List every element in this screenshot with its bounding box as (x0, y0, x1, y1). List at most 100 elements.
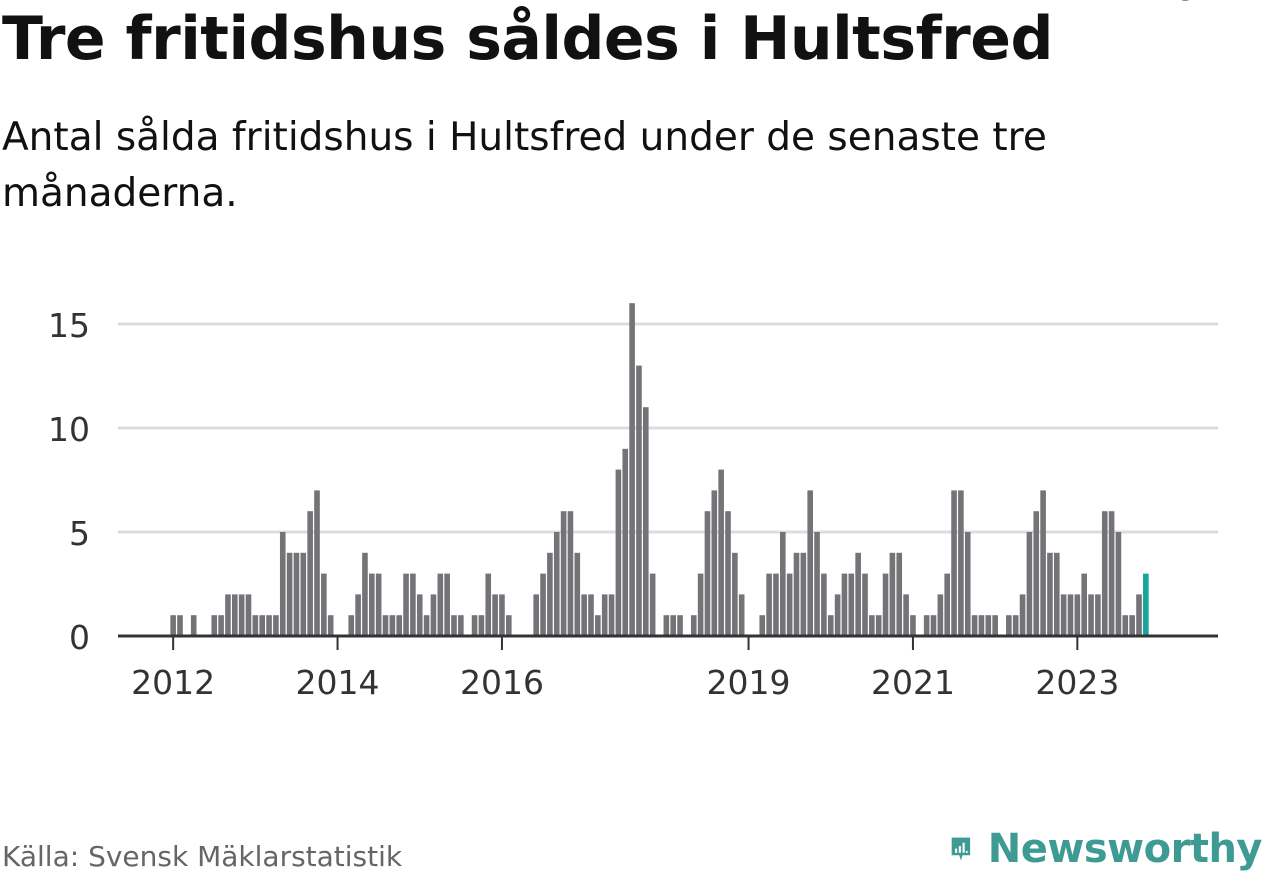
bar (279, 532, 286, 636)
bar (451, 615, 457, 636)
bar (773, 573, 779, 636)
x-tick-label: 2012 (131, 663, 215, 702)
newsworthy-icon (951, 837, 971, 861)
bar (362, 552, 368, 636)
bar (238, 594, 245, 636)
bar-chart: 2012 2014 2016 2019 2021 2023 0 5 10 15 3 (48, 0, 1218, 702)
bar (259, 615, 265, 636)
bar (930, 615, 937, 636)
bar (286, 552, 293, 636)
bar (985, 615, 992, 636)
bar (903, 594, 909, 636)
bar (882, 573, 889, 636)
bars (170, 303, 1149, 636)
bar (273, 615, 279, 636)
bar (1129, 615, 1135, 636)
bar (369, 573, 375, 636)
bar (869, 615, 875, 636)
bar (416, 594, 423, 636)
bar (492, 594, 498, 636)
bar (841, 573, 848, 636)
bar (937, 594, 944, 636)
bar-highlight (1143, 573, 1149, 636)
bar (1026, 532, 1033, 636)
bar (321, 573, 327, 636)
x-tick-label: 2016 (460, 663, 544, 702)
bar (581, 594, 587, 636)
bar (1115, 532, 1122, 636)
bar (1012, 615, 1019, 636)
bar (252, 615, 259, 636)
bar (649, 573, 656, 636)
bar (704, 511, 711, 636)
bar (533, 594, 539, 636)
bar (1088, 594, 1094, 636)
bar (1122, 615, 1129, 636)
bar (232, 594, 238, 636)
bar (786, 573, 793, 636)
bar (327, 615, 334, 636)
chart-title: Tre fritidshus såldes i Hultsfred (2, 4, 1053, 74)
bar (862, 573, 868, 636)
bar (896, 552, 903, 636)
x-tick-label: 2014 (296, 663, 380, 702)
bar (766, 573, 772, 636)
bar (547, 552, 553, 636)
bar (1060, 594, 1067, 636)
bar (396, 615, 402, 636)
bar (300, 552, 307, 636)
bar (732, 552, 738, 636)
bar (759, 615, 766, 636)
annotations: 3 (1176, 0, 1197, 8)
bar (314, 490, 320, 636)
bar (738, 594, 745, 636)
bar (190, 615, 197, 636)
bar (855, 552, 861, 636)
bar (1047, 552, 1053, 636)
bar (615, 469, 622, 636)
bar (807, 490, 813, 636)
bar (1040, 490, 1046, 636)
y-tick-label: 15 (48, 306, 90, 345)
bar (574, 552, 581, 636)
bar (245, 594, 252, 636)
bar (793, 552, 800, 636)
bar (1095, 594, 1101, 636)
bar (410, 573, 416, 636)
bar (622, 448, 629, 636)
bar (423, 615, 430, 636)
bar (1006, 615, 1012, 636)
y-axis-labels: 0 5 10 15 (48, 306, 90, 657)
x-tick-label: 2021 (871, 663, 955, 702)
bar (889, 552, 896, 636)
bar (478, 615, 485, 636)
newsworthy-logo: Newsworthy (950, 818, 1262, 880)
bar (389, 615, 396, 636)
bar (560, 511, 567, 636)
bar (670, 615, 676, 636)
bar (821, 573, 827, 636)
bar (1067, 594, 1074, 636)
x-tick-label: 2019 (707, 663, 791, 702)
bar (1019, 594, 1026, 636)
bar (375, 573, 382, 636)
value-label: 3 (1176, 0, 1197, 8)
bar (608, 594, 615, 636)
brand-name: Newsworthy (987, 826, 1262, 872)
bar (971, 615, 978, 636)
bar (1108, 511, 1115, 636)
bar (355, 594, 361, 636)
bar (690, 615, 697, 636)
bar (601, 594, 608, 636)
bar (595, 615, 601, 636)
bar (485, 573, 492, 636)
bar (992, 615, 998, 636)
bar (266, 615, 272, 636)
source-note: Källa: Svensk Mäklarstatistik (2, 840, 403, 873)
bar (629, 303, 635, 636)
bar (814, 532, 820, 636)
bar (834, 594, 841, 636)
bar (218, 615, 224, 636)
y-tick-label: 5 (69, 514, 90, 553)
bar (923, 615, 930, 636)
